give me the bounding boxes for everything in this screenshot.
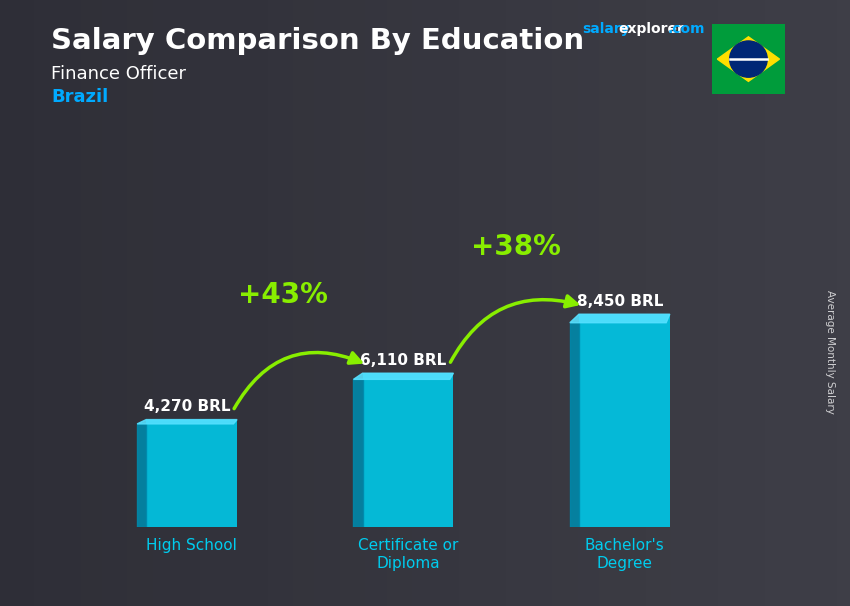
Text: Finance Officer: Finance Officer	[51, 65, 186, 83]
Polygon shape	[137, 419, 237, 424]
Polygon shape	[570, 314, 670, 323]
Text: Average Monthly Salary: Average Monthly Salary	[824, 290, 835, 413]
Polygon shape	[570, 323, 579, 527]
Polygon shape	[717, 37, 779, 81]
FancyArrowPatch shape	[234, 353, 360, 408]
Polygon shape	[354, 373, 453, 379]
Bar	[579, 314, 670, 527]
Bar	[363, 373, 453, 527]
FancyArrowPatch shape	[450, 296, 577, 362]
Text: 4,270 BRL: 4,270 BRL	[144, 399, 230, 415]
Bar	[146, 419, 237, 527]
Text: salary: salary	[582, 22, 630, 36]
Text: Brazil: Brazil	[51, 88, 108, 106]
Polygon shape	[137, 424, 146, 527]
Text: explorer: explorer	[619, 22, 684, 36]
Text: +38%: +38%	[471, 233, 561, 261]
Text: 8,450 BRL: 8,450 BRL	[576, 294, 663, 309]
Text: Salary Comparison By Education: Salary Comparison By Education	[51, 27, 584, 55]
Polygon shape	[354, 379, 363, 527]
Circle shape	[729, 41, 768, 77]
Text: +43%: +43%	[237, 281, 327, 309]
Text: 6,110 BRL: 6,110 BRL	[360, 353, 446, 368]
Text: .com: .com	[668, 22, 706, 36]
